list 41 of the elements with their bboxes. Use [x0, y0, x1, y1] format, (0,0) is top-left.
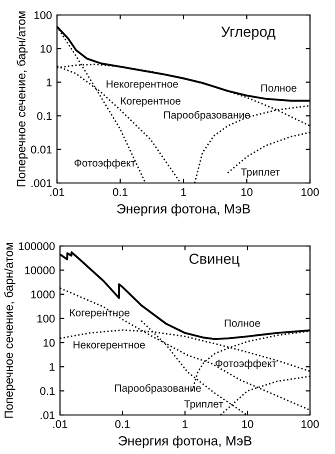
- annotation: Углерод: [221, 26, 276, 40]
- x-axis-title: Энергия фотона, МэВ: [118, 436, 252, 448]
- y-tick-label: 1: [50, 363, 55, 371]
- x-axis-title: Энергия фотона, МэВ: [117, 204, 250, 216]
- annotation: Полное: [261, 84, 296, 92]
- annotation: Триплет: [184, 400, 224, 410]
- y-tick-label: 0.1: [40, 387, 55, 395]
- y-tick-label: .01: [40, 411, 55, 420]
- x-tick-label: 1: [182, 420, 188, 428]
- y-tick-label: 1: [46, 78, 52, 86]
- y-tick-label: 1000: [31, 290, 55, 298]
- y-tick-label: .001: [32, 179, 52, 188]
- x-tick-label: .01: [53, 420, 68, 428]
- x-tick-label: 10: [241, 188, 252, 196]
- x-tick-label: 10: [242, 420, 254, 428]
- annotation: Некогерентное: [74, 341, 145, 351]
- annotation: Полное: [224, 320, 260, 327]
- x-tick-label: 1: [181, 188, 186, 196]
- annotation: Некогерентное: [106, 80, 178, 90]
- x-tick-label: 100: [302, 188, 319, 196]
- y-tick-label: 0.01: [30, 146, 52, 154]
- annotation: Парообразование: [164, 110, 250, 121]
- y-tick-label: 0.1: [37, 112, 52, 120]
- y-tick-label: 100: [37, 314, 55, 323]
- x-tick-label: 100: [302, 420, 319, 428]
- x-tick-label: 0.1: [112, 188, 128, 196]
- annotation: Свинец: [189, 254, 240, 267]
- x-tick-label: 0.1: [115, 420, 130, 428]
- y-tick-label: 10: [40, 44, 52, 53]
- annotation: Триплет: [240, 168, 280, 178]
- y-axis-title: Поперечное сечение, барн/атом: [16, 12, 28, 186]
- y-axis-title: Поперечное сечение, барн/атом: [4, 243, 16, 418]
- annotation: Когерентное: [121, 97, 180, 107]
- annotation: Парообразование: [115, 384, 201, 394]
- annotation: Фотоэффект: [74, 158, 136, 169]
- y-tick-label: 100: [34, 11, 52, 20]
- annotation: Когерентное: [70, 309, 130, 318]
- y-tick-label: 10: [44, 338, 55, 347]
- annotation: Фотоэффект: [216, 359, 276, 370]
- y-tick-label: 10000: [25, 266, 55, 274]
- y-tick-label: 100000: [18, 242, 55, 250]
